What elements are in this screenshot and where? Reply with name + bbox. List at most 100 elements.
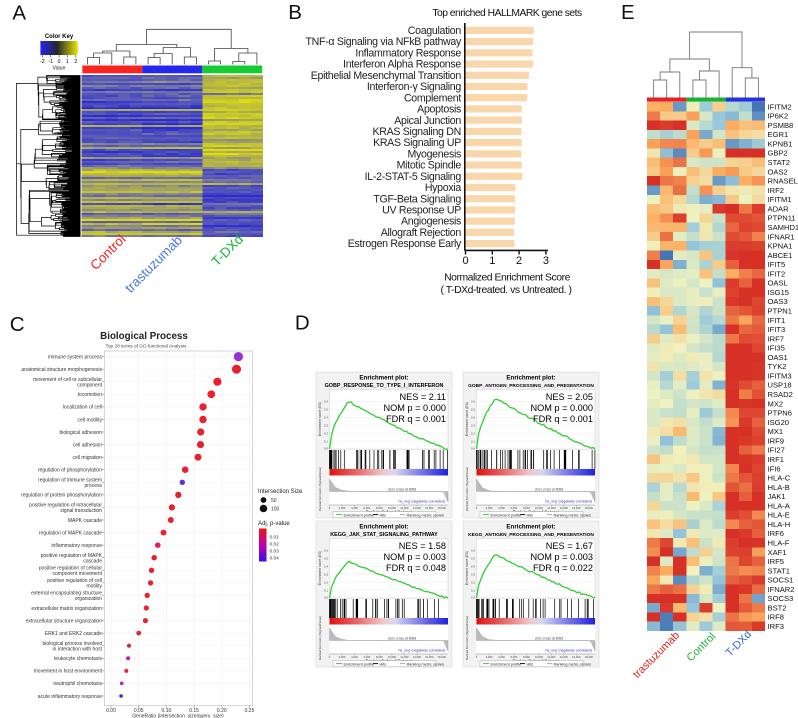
svg-text:2: 2	[74, 59, 77, 65]
svg-text:KRAS Signaling DN: KRAS Signaling DN	[372, 126, 461, 138]
svg-text:'na_neg' (negatively correlate: 'na_neg' (negatively correlated)	[398, 649, 445, 653]
svg-text:Enrichment score (ES): Enrichment score (ES)	[465, 402, 469, 436]
svg-text:-2: -2	[40, 59, 45, 65]
svg-text:100: 100	[271, 507, 280, 513]
svg-text:10,000: 10,000	[535, 655, 544, 659]
svg-text:14,000: 14,000	[413, 506, 422, 510]
svg-text:3: 3	[543, 255, 549, 267]
svg-text:0.4: 0.4	[471, 564, 476, 568]
svg-text:Enrichment score (ES): Enrichment score (ES)	[465, 551, 469, 585]
svg-text:FDR q = 0.048: FDR q = 0.048	[386, 563, 446, 573]
svg-text:Value: Value	[53, 66, 66, 72]
svg-text:0.4: 0.4	[471, 415, 476, 419]
svg-text:GOBP_RESPONSE_TO_TYPE_I_INTERF: GOBP_RESPONSE_TO_TYPE_I_INTERFERON	[325, 383, 444, 389]
svg-text:IRF6: IRF6	[768, 529, 784, 538]
svg-text:positive regulation of intrace: positive regulation of intracellular	[29, 503, 102, 509]
svg-text:8,000: 8,000	[523, 506, 530, 510]
svg-text:regulation of protein phosphor: regulation of protein phosphorylation	[21, 493, 102, 499]
svg-text:Enrichment profile: Enrichment profile	[491, 513, 522, 517]
svg-text:Ranking metric scores: Ranking metric scores	[554, 513, 592, 517]
svg-text:Intersection Size: Intersection Size	[258, 489, 303, 495]
svg-text:organization: organization	[75, 596, 102, 602]
svg-text:'na_neg' (negatively correlate: 'na_neg' (negatively correlated)	[545, 500, 592, 504]
svg-text:Epithelial Mesenchymal Transit: Epithelial Mesenchymal Transition	[311, 70, 462, 82]
svg-text:0.6: 0.6	[324, 400, 329, 404]
svg-text:Enrichment profile: Enrichment profile	[344, 513, 375, 517]
svg-text:0.1: 0.1	[324, 439, 329, 443]
svg-text:Ranking metric scores: Ranking metric scores	[407, 662, 445, 666]
svg-text:OAS2: OAS2	[768, 167, 788, 176]
svg-text:SOCS1: SOCS1	[768, 576, 794, 585]
svg-text:1: 1	[66, 59, 69, 65]
svg-text:Hits: Hits	[380, 513, 387, 517]
svg-text:0.1: 0.1	[471, 588, 476, 592]
svg-text:trastuzumab: trastuzumab	[122, 233, 185, 296]
svg-text:IRF2: IRF2	[768, 186, 784, 195]
svg-text:HLA-F: HLA-F	[768, 539, 790, 548]
svg-text:50: 50	[271, 498, 277, 504]
svg-text:0.3: 0.3	[324, 423, 329, 427]
svg-text:SAMHD1: SAMHD1	[768, 223, 798, 232]
svg-text:IFIT1: IFIT1	[768, 316, 786, 325]
svg-text:6,000: 6,000	[364, 655, 371, 659]
svg-text:B: B	[288, 1, 302, 24]
svg-text:SOCS3: SOCS3	[768, 594, 794, 603]
svg-text:GBP2: GBP2	[768, 149, 788, 158]
svg-text:18,000: 18,000	[585, 655, 594, 659]
svg-text:Top enriched HALLMARK gene set: Top enriched HALLMARK gene sets	[432, 8, 582, 19]
svg-text:0.4: 0.4	[324, 564, 329, 568]
svg-text:PTPN6: PTPN6	[768, 409, 792, 418]
svg-text:Ranking metric scores: Ranking metric scores	[407, 513, 445, 517]
svg-text:IFI27: IFI27	[768, 446, 785, 455]
svg-text:0.5: 0.5	[471, 408, 476, 412]
svg-text:HLA-C: HLA-C	[768, 474, 791, 483]
svg-text:cascade: cascade	[83, 558, 102, 564]
svg-text:NES = 2.11: NES = 2.11	[399, 392, 446, 402]
svg-text:Myogenesis: Myogenesis	[407, 148, 461, 160]
svg-text:6,000: 6,000	[511, 655, 518, 659]
svg-text:OAS1: OAS1	[768, 353, 788, 362]
svg-text:0.04: 0.04	[270, 556, 280, 562]
svg-text:0.5: 0.5	[324, 408, 329, 412]
svg-text:0.1: 0.1	[471, 439, 476, 443]
svg-text:MAPK cascade: MAPK cascade	[68, 518, 102, 524]
svg-text:0: 0	[476, 655, 478, 659]
svg-text:C: C	[10, 313, 25, 336]
svg-text:12,000: 12,000	[547, 506, 556, 510]
svg-text:MX1: MX1	[768, 427, 784, 436]
svg-text:Top 28 terms of GO functional: Top 28 terms of GO functional Analysis	[106, 344, 187, 349]
svg-text:Hypoxia: Hypoxia	[425, 182, 462, 194]
svg-text:positive regulation of MAPK: positive regulation of MAPK	[41, 553, 103, 559]
svg-text:14,000: 14,000	[560, 655, 569, 659]
svg-text:Hits: Hits	[527, 662, 534, 666]
svg-text:extracellular structure organi: extracellular structure organization	[26, 618, 103, 624]
svg-text:Apical Junction: Apical Junction	[394, 115, 461, 127]
svg-text:KEGG_ANTIGEN_PROCESSING_AND_PR: KEGG_ANTIGEN_PROCESSING_AND_PRESENTATION	[468, 532, 594, 538]
svg-text:ADAR: ADAR	[768, 204, 790, 213]
svg-text:IFI35: IFI35	[768, 344, 785, 353]
svg-text:4,000: 4,000	[351, 506, 358, 510]
svg-text:16,000: 16,000	[425, 506, 434, 510]
svg-text:component: component	[77, 382, 102, 388]
svg-text:2,000: 2,000	[339, 655, 346, 659]
svg-text:A: A	[12, 2, 26, 25]
svg-text:regulation of phosphorylation: regulation of phosphorylation	[38, 468, 102, 474]
svg-text:2,000: 2,000	[486, 655, 493, 659]
svg-text:0: 0	[462, 255, 468, 267]
svg-text:0.01: 0.01	[270, 534, 280, 540]
svg-text:16,000: 16,000	[572, 655, 581, 659]
svg-text:14,000: 14,000	[413, 655, 422, 659]
svg-text:18,000: 18,000	[438, 655, 447, 659]
svg-text:0.3: 0.3	[471, 423, 476, 427]
svg-text:18,000: 18,000	[585, 506, 594, 510]
svg-text:Enrichment profile: Enrichment profile	[344, 662, 375, 666]
svg-text:UV Response UP: UV Response UP	[382, 205, 461, 217]
svg-text:12,000: 12,000	[547, 655, 556, 659]
svg-text:0.0: 0.0	[324, 447, 329, 451]
svg-text:cell motility: cell motility	[78, 417, 103, 423]
svg-text:10,000: 10,000	[535, 506, 544, 510]
svg-text:Enrichment plot:: Enrichment plot:	[359, 375, 408, 382]
svg-text:external encapsulating structu: external encapsulating structure	[31, 591, 102, 597]
svg-text:STAT1: STAT1	[768, 566, 791, 575]
svg-text:process: process	[84, 483, 102, 489]
